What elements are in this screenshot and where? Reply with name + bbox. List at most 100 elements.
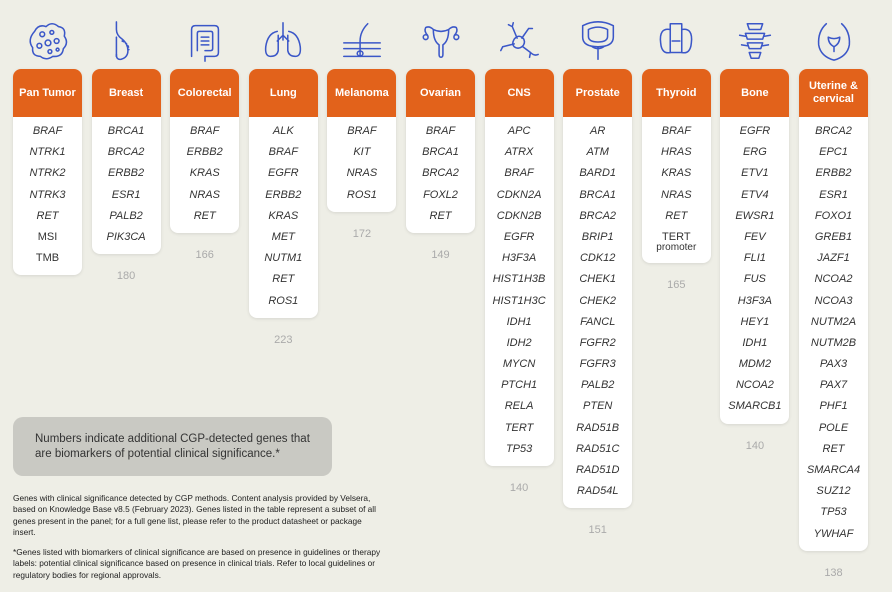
gene-item: RET [665, 209, 688, 222]
gene-item: FGFR2 [579, 336, 616, 349]
additional-gene-count: 172 [352, 227, 372, 240]
gene-item: TP53 [505, 442, 533, 455]
cells-icon [13, 15, 82, 67]
gene-item: YWHAF [813, 527, 854, 540]
gene-item: FOXO1 [814, 209, 853, 222]
gene-item: MET [271, 230, 295, 243]
gene-item: NTRK2 [29, 167, 66, 180]
gene-item: BRIP1 [581, 230, 614, 243]
gene-item: NUTM1 [264, 252, 303, 265]
gene-item: APC [507, 125, 531, 137]
gene-item: EPC1 [819, 146, 848, 159]
gene-item: NTRK1 [29, 146, 66, 159]
gene-item: BRCA2 [815, 125, 852, 137]
gene-item: ROS1 [268, 294, 299, 307]
panel-title: Thyroid [641, 69, 711, 117]
gene-item: PHF1 [819, 400, 848, 413]
prostate-icon [563, 15, 632, 67]
gene-list: BRAF KIT NRAS ROS1 [327, 117, 396, 212]
gene-item: ETV1 [741, 167, 769, 180]
gene-item: RET [193, 209, 216, 222]
gene-item: HRAS [661, 146, 692, 159]
gene-item: CDKN2B [496, 209, 542, 222]
gene-item: ERBB2 [265, 188, 302, 201]
gene-item: IDH1 [742, 336, 768, 349]
gene-item: FOXL2 [423, 188, 458, 201]
panel-column: CNS APC ATRX BRAF CDKN2A CDKN2B EGFR H3F3A HIST1… [484, 15, 554, 494]
gene-item: RAD51D [575, 464, 620, 476]
gene-item: HIST1H3B [492, 273, 546, 286]
additional-gene-count: 165 [667, 278, 686, 291]
gene-qualifier: promoter [656, 241, 697, 253]
gene-item: JAZF1 [817, 252, 850, 265]
gene-item: ATRX [504, 146, 534, 159]
gene-list: ALK BRAF EGFR ERBB2 KRAS MET NUTM1 RET ROS1 [249, 117, 318, 318]
gene-item: PTCH1 [501, 379, 538, 392]
gene-item: HEY1 [740, 315, 770, 328]
panel-title: Pan Tumor [13, 69, 82, 117]
gene-item: ESR1 [819, 188, 848, 201]
gene-item: ESR1 [111, 188, 141, 201]
gene-item: NRAS [346, 167, 378, 180]
panel-card: Colorectal BRAF ERBB2 KRAS NRAS RET [170, 69, 240, 233]
gene-list: BRCA2 EPC1 ERBB2 ESR1 FOXO1 GREB1 JAZF1 NCOA2 NC… [799, 117, 868, 551]
gene-item: EGFR [503, 230, 535, 243]
gene-item: RELA [504, 400, 534, 413]
gene-item: BRAF [268, 146, 298, 159]
gene-item: TMB [35, 252, 60, 265]
panel-title: Prostate [563, 69, 633, 117]
panel-card: Prostate AR ATM BARD1 BRCA1 BRCA2 BRIP1 CDK12 CH… [563, 69, 633, 509]
panel-column: Uterine & cervical BRCA2 EPC1 ERBB2 ESR1 FOXO… [799, 15, 868, 579]
panel-column: Prostate AR ATM BARD1 BRCA1 BRCA2 BRIP1 CDK12 CH… [563, 15, 633, 537]
gene-item: H3F3A [737, 294, 773, 307]
gene-item: EWSR1 [735, 209, 775, 222]
panel-title: Uterine & cervical [799, 69, 868, 117]
gene-item: H3F3A [501, 252, 537, 265]
panel-column: Thyroid BRAF HRAS KRAS NRAS RET TERT promoter 16… [641, 15, 711, 291]
gene-list: BRAF ERBB2 KRAS NRAS RET [170, 117, 239, 233]
gene-item: TERT [504, 421, 534, 434]
gene-item: BRCA2 [579, 209, 617, 222]
gene-item: FEV [744, 230, 766, 243]
panel-card: Breast BRCA1 BRCA2 ERBB2 ESR1 PALB2 PIK3CA [91, 69, 161, 255]
panel-column: Lung ALK BRAF EGFR ERBB2 KRAS MET NUTM1 RET ROS1 2… [248, 15, 318, 346]
gene-item: RAD51C [575, 442, 620, 455]
gene-item: FUS [743, 273, 766, 286]
gene-item: FANCL [580, 315, 616, 328]
gene-item: NUTM2A [810, 315, 857, 328]
gene-item: ERG [742, 146, 767, 159]
panel-column: Ovarian BRAF BRCA1 BRCA2 FOXL2 RET 149 [406, 15, 475, 261]
gene-item: RET [36, 209, 59, 222]
gene-item: PIK3CA [106, 230, 146, 243]
additional-gene-count: 151 [588, 524, 607, 537]
gene-item: FGFR3 [579, 358, 616, 371]
gene-item: TP53 [820, 506, 847, 519]
panel-card: CNS APC ATRX BRAF CDKN2A CDKN2B EGFR H3F3A HIST1… [484, 69, 554, 466]
panel-card: Uterine & cervical BRCA2 EPC1 ERBB2 ESR1 FOXO… [799, 69, 868, 551]
additional-gene-count: 180 [116, 270, 136, 283]
gene-item: NCOA3 [814, 294, 853, 307]
gene-item: POLE [818, 421, 849, 434]
gene-item: ALK [272, 125, 294, 137]
gene-list: EGFR ERG ETV1 ETV4 EWSR1 FEV FLI1 FUS H3F3A HEY1 I… [720, 117, 789, 424]
gene-item: NRAS [189, 188, 220, 201]
gene-item: IDH2 [506, 336, 532, 349]
panel-column: Pan Tumor BRAF NTRK1 NTRK2 NTRK3 RET MSI TMB [13, 15, 82, 291]
additional-gene-count: 223 [274, 333, 293, 346]
gene-list: AR ATM BARD1 BRCA1 BRCA2 BRIP1 CDK12 CHEK1 CHEK2… [563, 117, 632, 508]
panel-title: Bone [720, 69, 790, 117]
neuron-icon [485, 15, 554, 67]
gene-list: BRAF NTRK1 NTRK2 NTRK3 RET MSI TMB [13, 117, 82, 275]
pelvis-icon [799, 15, 868, 67]
gene-item: ROS1 [346, 188, 377, 201]
additional-gene-count: 166 [195, 248, 214, 261]
gene-item: BRCA2 [422, 167, 459, 180]
gene-item: BRCA1 [422, 146, 459, 159]
callout-text: Numbers indicate additional CGP-detected… [35, 433, 310, 460]
lungs-icon [249, 15, 318, 67]
panel-column: Melanoma BRAF KIT NRAS ROS1 172 [327, 15, 397, 240]
gene-item: BRAF [347, 125, 377, 137]
gene-item: PAX3 [819, 358, 848, 371]
gene-item: FLI1 [743, 252, 766, 265]
panel-column: Colorectal BRAF ERBB2 KRAS NRAS RET 166 [170, 15, 240, 261]
